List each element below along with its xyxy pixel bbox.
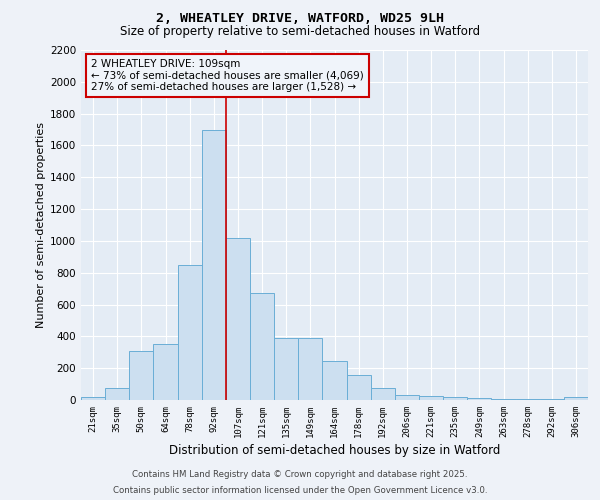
Bar [347,376,371,400]
Bar [515,399,540,400]
X-axis label: Distribution of semi-detached houses by size in Watford: Distribution of semi-detached houses by … [169,444,500,457]
Bar [298,338,322,400]
Bar [371,388,395,400]
Bar [540,399,564,400]
Bar [202,130,226,400]
Bar [443,397,467,400]
Bar [250,294,274,400]
Bar [105,388,129,400]
Y-axis label: Number of semi-detached properties: Number of semi-detached properties [36,122,46,328]
Bar [274,338,298,400]
Bar [564,397,588,400]
Bar [467,398,491,400]
Bar [81,397,105,400]
Bar [491,399,515,400]
Bar [395,395,419,400]
Text: Contains HM Land Registry data © Crown copyright and database right 2025.: Contains HM Land Registry data © Crown c… [132,470,468,479]
Text: 2, WHEATLEY DRIVE, WATFORD, WD25 9LH: 2, WHEATLEY DRIVE, WATFORD, WD25 9LH [156,12,444,26]
Bar [154,344,178,400]
Text: Size of property relative to semi-detached houses in Watford: Size of property relative to semi-detach… [120,25,480,38]
Bar [419,396,443,400]
Text: Contains public sector information licensed under the Open Government Licence v3: Contains public sector information licen… [113,486,487,495]
Bar [129,350,154,400]
Bar [226,238,250,400]
Bar [178,265,202,400]
Text: 2 WHEATLEY DRIVE: 109sqm
← 73% of semi-detached houses are smaller (4,069)
27% o: 2 WHEATLEY DRIVE: 109sqm ← 73% of semi-d… [91,59,364,92]
Bar [322,361,347,400]
